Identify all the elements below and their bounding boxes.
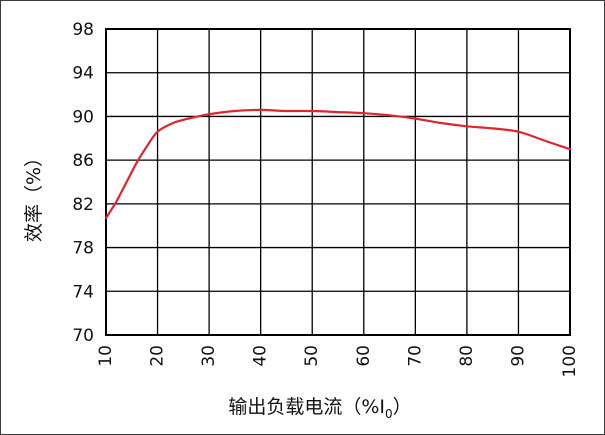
y-tick-labels: 70 74 78 82 86 90 94 98 — [72, 20, 94, 346]
x-axis-title-close: ） — [393, 396, 412, 418]
x-tick-label: 80 — [457, 345, 477, 367]
x-axis-title-main: 输出负载电流（%I — [228, 396, 385, 418]
grid — [105, 28, 571, 336]
x-tick-label: 20 — [148, 345, 168, 367]
y-tick-label: 78 — [72, 239, 94, 259]
x-tick-label: 90 — [508, 345, 528, 367]
x-tick-label: 60 — [354, 345, 374, 367]
y-axis-title: 效率（%） — [23, 148, 45, 242]
y-tick-label: 70 — [72, 326, 94, 346]
y-tick-label: 86 — [72, 151, 94, 171]
y-tick-label: 94 — [72, 64, 94, 84]
x-tick-labels: 10 20 30 40 50 60 70 80 90 100 — [96, 345, 580, 377]
x-tick-label: 70 — [405, 345, 425, 367]
y-tick-label: 98 — [72, 20, 94, 40]
x-tick-label: 100 — [560, 345, 580, 377]
y-tick-label: 74 — [72, 282, 94, 302]
y-tick-label: 82 — [72, 195, 94, 215]
efficiency-series-line — [104, 108, 572, 220]
x-axis-title-subscript: 0 — [385, 407, 393, 421]
plot-area-border — [105, 28, 571, 336]
y-tick-label: 90 — [72, 107, 94, 127]
x-tick-label: 50 — [302, 345, 322, 367]
x-tick-label: 40 — [251, 345, 271, 367]
x-tick-label: 10 — [96, 345, 116, 367]
x-axis-title: 输出负载电流（%I0） — [228, 396, 411, 421]
x-tick-label: 30 — [199, 345, 219, 367]
